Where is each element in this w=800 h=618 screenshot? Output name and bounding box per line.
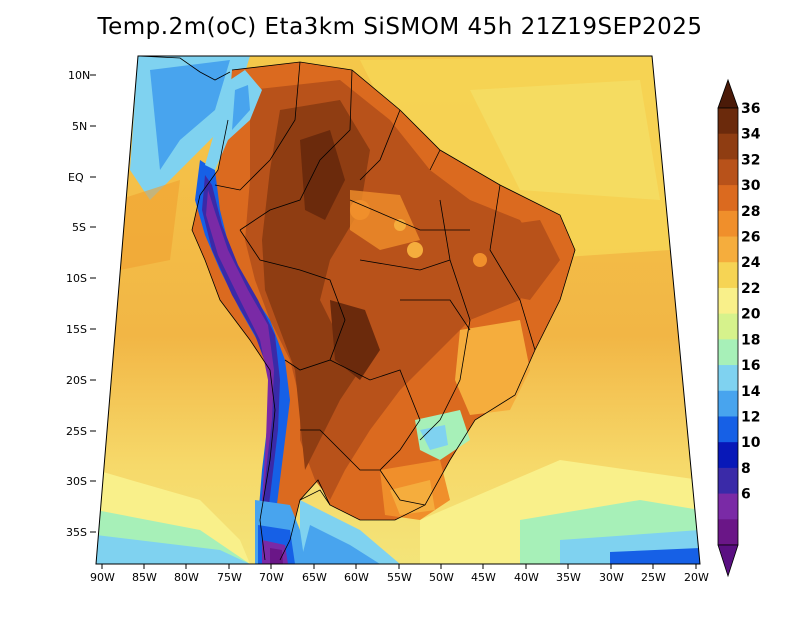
lon-label: 45W [471, 571, 496, 584]
lat-label: 10N [68, 69, 90, 82]
lat-label: 5S [72, 221, 86, 234]
colorbar-segment [718, 133, 738, 160]
lon-label: 65W [302, 571, 327, 584]
lon-label: 90W [90, 571, 115, 584]
colorbar-label: 16 [741, 358, 760, 374]
lon-label: 20W [684, 571, 709, 584]
lon-label: 55W [387, 571, 412, 584]
colorbar-segment [718, 339, 738, 366]
colorbar-label: 10 [741, 435, 761, 451]
longitude-axis: 90W 85W 80W 75W 70W 65W 60W 55W 50W 45W … [90, 564, 709, 584]
lon-label: 85W [132, 571, 157, 584]
country-borders [191, 61, 576, 561]
colorbar-label: 12 [741, 409, 760, 425]
lat-label: 25S [66, 425, 87, 438]
latitude-axis: 10N 5N EQ 5S 10S 15S 20S 25S 30S 35S [66, 69, 96, 539]
colorbar-label: 8 [741, 461, 751, 477]
colorbar-segment [718, 262, 738, 289]
lat-label: 5N [72, 120, 87, 133]
colorbar-segment [718, 519, 738, 546]
colorbar-segment [718, 467, 738, 495]
lat-label: 30S [66, 475, 87, 488]
colorbar-label: 22 [741, 281, 760, 297]
lon-label: 80W [174, 571, 199, 584]
lat-label: 35S [66, 526, 87, 539]
colorbar-label: 30 [741, 178, 761, 194]
colorbar-label: 14 [741, 384, 761, 400]
temperature-field [96, 56, 700, 564]
colorbar-segment [718, 416, 738, 443]
lon-label: 30W [599, 571, 624, 584]
colorbar-segment [718, 493, 738, 520]
lon-label: 70W [259, 571, 284, 584]
lat-label: 10S [66, 272, 87, 285]
colorbar-label: 28 [741, 204, 760, 220]
colorbar-segment [718, 287, 738, 315]
lat-label: 20S [66, 374, 87, 387]
colorbar-label: 24 [741, 255, 761, 271]
lon-label: 40W [514, 571, 539, 584]
colorbar-segment [718, 390, 738, 417]
colorbar-segment [718, 108, 738, 135]
lon-label: 50W [429, 571, 454, 584]
colorbar-label: 36 [741, 101, 760, 117]
colorbar-segment [718, 185, 738, 212]
colorbar-label: 18 [741, 332, 760, 348]
colorbar-label: 6 [741, 487, 751, 503]
lat-label: EQ [68, 171, 84, 184]
map-frame [95, 55, 701, 565]
colorbar-segment [718, 236, 738, 263]
lat-label: 15S [66, 323, 87, 336]
lon-label: 60W [344, 571, 369, 584]
colorbar-segment [718, 159, 738, 186]
colorbar-label: 32 [741, 152, 760, 168]
colorbar-label: 34 [741, 127, 761, 143]
colorbar-segment [718, 442, 738, 469]
colorbar-label: 26 [741, 230, 760, 246]
colorbar-bottom-arrow [717, 544, 739, 578]
lon-label: 25W [641, 571, 666, 584]
map-title: Temp.2m(oC) Eta3km SiSMOM 45h 21Z19SEP20… [97, 14, 703, 40]
colorbar-segment [718, 365, 738, 392]
colorbar: 36 34 32 30 28 26 24 22 20 18 16 14 12 10 8 6 [717, 78, 761, 578]
colorbar-segment [718, 210, 738, 238]
colorbar-top-arrow [717, 78, 739, 109]
lon-label: 75W [217, 571, 242, 584]
colorbar-segment [718, 313, 738, 340]
colorbar-label: 20 [741, 307, 761, 323]
lon-label: 35W [556, 571, 581, 584]
